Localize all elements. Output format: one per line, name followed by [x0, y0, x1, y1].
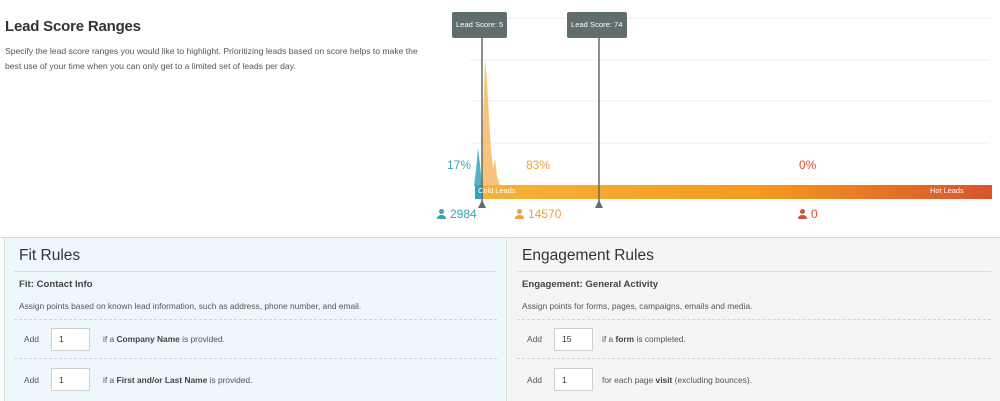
lead-score-chart [470, 17, 992, 208]
rules-panels: Fit Rules Fit: Contact Info Assign point… [0, 237, 1000, 401]
engagement-rule-form: Add if a form is completed. [517, 320, 991, 359]
cold-count-value: 2984 [450, 207, 477, 221]
cold-bar-segment [475, 185, 483, 199]
person-icon [798, 209, 807, 219]
hot-count-value: 0 [811, 207, 818, 221]
company-name-points-input[interactable] [51, 327, 90, 351]
rule-text: if a First and/or Last Name is provided. [103, 374, 253, 385]
fit-rules-title: Fit Rules [19, 247, 81, 264]
hot-percent: 0% [799, 158, 817, 172]
warm-distribution-area [482, 60, 500, 186]
add-label: Add [24, 334, 39, 344]
fit-rule-first-last-name: Add if a First and/or Last Name is provi… [14, 360, 497, 399]
fit-section-description: Assign points based on known lead inform… [19, 301, 362, 311]
marker-label-5[interactable]: Lead Score: 5 [452, 12, 508, 38]
form-points-input[interactable] [554, 327, 593, 351]
person-icon [515, 209, 524, 219]
page-visit-points-input[interactable] [554, 368, 593, 391]
page-title: Lead Score Ranges [5, 18, 141, 35]
fit-section-title: Fit: Contact Info [19, 279, 93, 290]
add-label: Add [24, 374, 39, 385]
divider [14, 319, 497, 320]
add-label: Add [527, 374, 542, 385]
person-icon [437, 209, 446, 219]
engagement-rule-page-visit: Add for each page visit (excluding bounc… [517, 360, 991, 399]
chart-gridlines [470, 17, 990, 144]
warm-percent: 83% [526, 158, 551, 172]
divider [14, 271, 497, 272]
hot-leads-label: Hot Leads [930, 186, 964, 195]
rule-text: if a Company Name is provided. [103, 334, 225, 344]
warm-count: 14570 [515, 207, 561, 221]
rule-text: for each page visit (excluding bounces). [602, 374, 752, 385]
section-description: Specify the lead score ranges you would … [5, 46, 418, 71]
engagement-rules-title: Engagement Rules [522, 247, 654, 264]
engagement-section-title: Engagement: General Activity [522, 279, 659, 290]
divider [517, 271, 991, 272]
marker-label-74[interactable]: Lead Score: 74 [567, 12, 627, 38]
rule-text: if a form is completed. [602, 334, 686, 344]
marker-handle-74 [595, 200, 603, 208]
add-label: Add [527, 334, 542, 344]
lead-score-ranges-section: Lead Score Ranges Specify the lead score… [5, 12, 992, 221]
cold-percent: 17% [447, 158, 472, 172]
cold-leads-label: Cold Leads [478, 186, 516, 195]
warm-count-value: 14570 [528, 207, 562, 221]
fit-rule-company-name: Add if a Company Name is provided. [14, 320, 497, 359]
name-points-input[interactable] [51, 368, 90, 391]
divider [517, 319, 991, 320]
engagement-rules-panel: Engagement Rules Engagement: General Act… [508, 238, 1000, 401]
engagement-section-description: Assign points for forms, pages, campaign… [522, 301, 753, 311]
fit-rules-panel: Fit Rules Fit: Contact Info Assign point… [4, 238, 507, 401]
cold-count: 2984 [437, 207, 477, 221]
hot-count: 0 [798, 207, 818, 221]
cold-distribution-area [474, 148, 482, 186]
lead-score-bar [475, 185, 992, 199]
marker-handle-5 [478, 200, 486, 208]
